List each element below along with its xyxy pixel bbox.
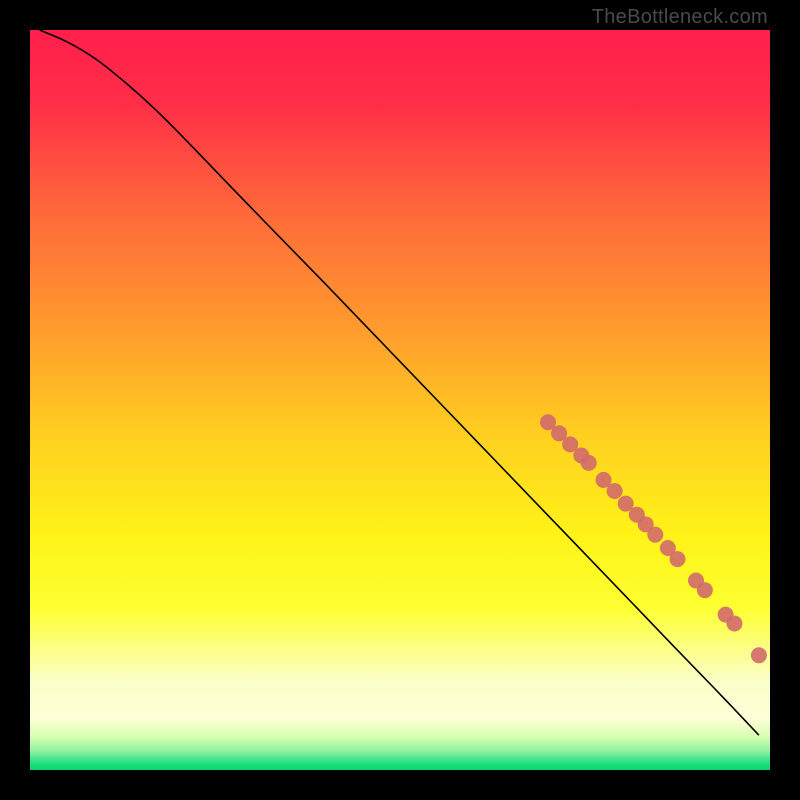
data-marker [751,647,767,663]
data-marker [697,582,713,598]
attribution-text: TheBottleneck.com [592,6,768,29]
bottleneck-chart [30,30,770,770]
chart-background [30,30,770,770]
data-marker [647,527,663,543]
data-marker [670,551,686,567]
data-marker [726,615,742,631]
data-marker [607,483,623,499]
chart-frame [30,30,770,770]
data-marker [581,455,597,471]
